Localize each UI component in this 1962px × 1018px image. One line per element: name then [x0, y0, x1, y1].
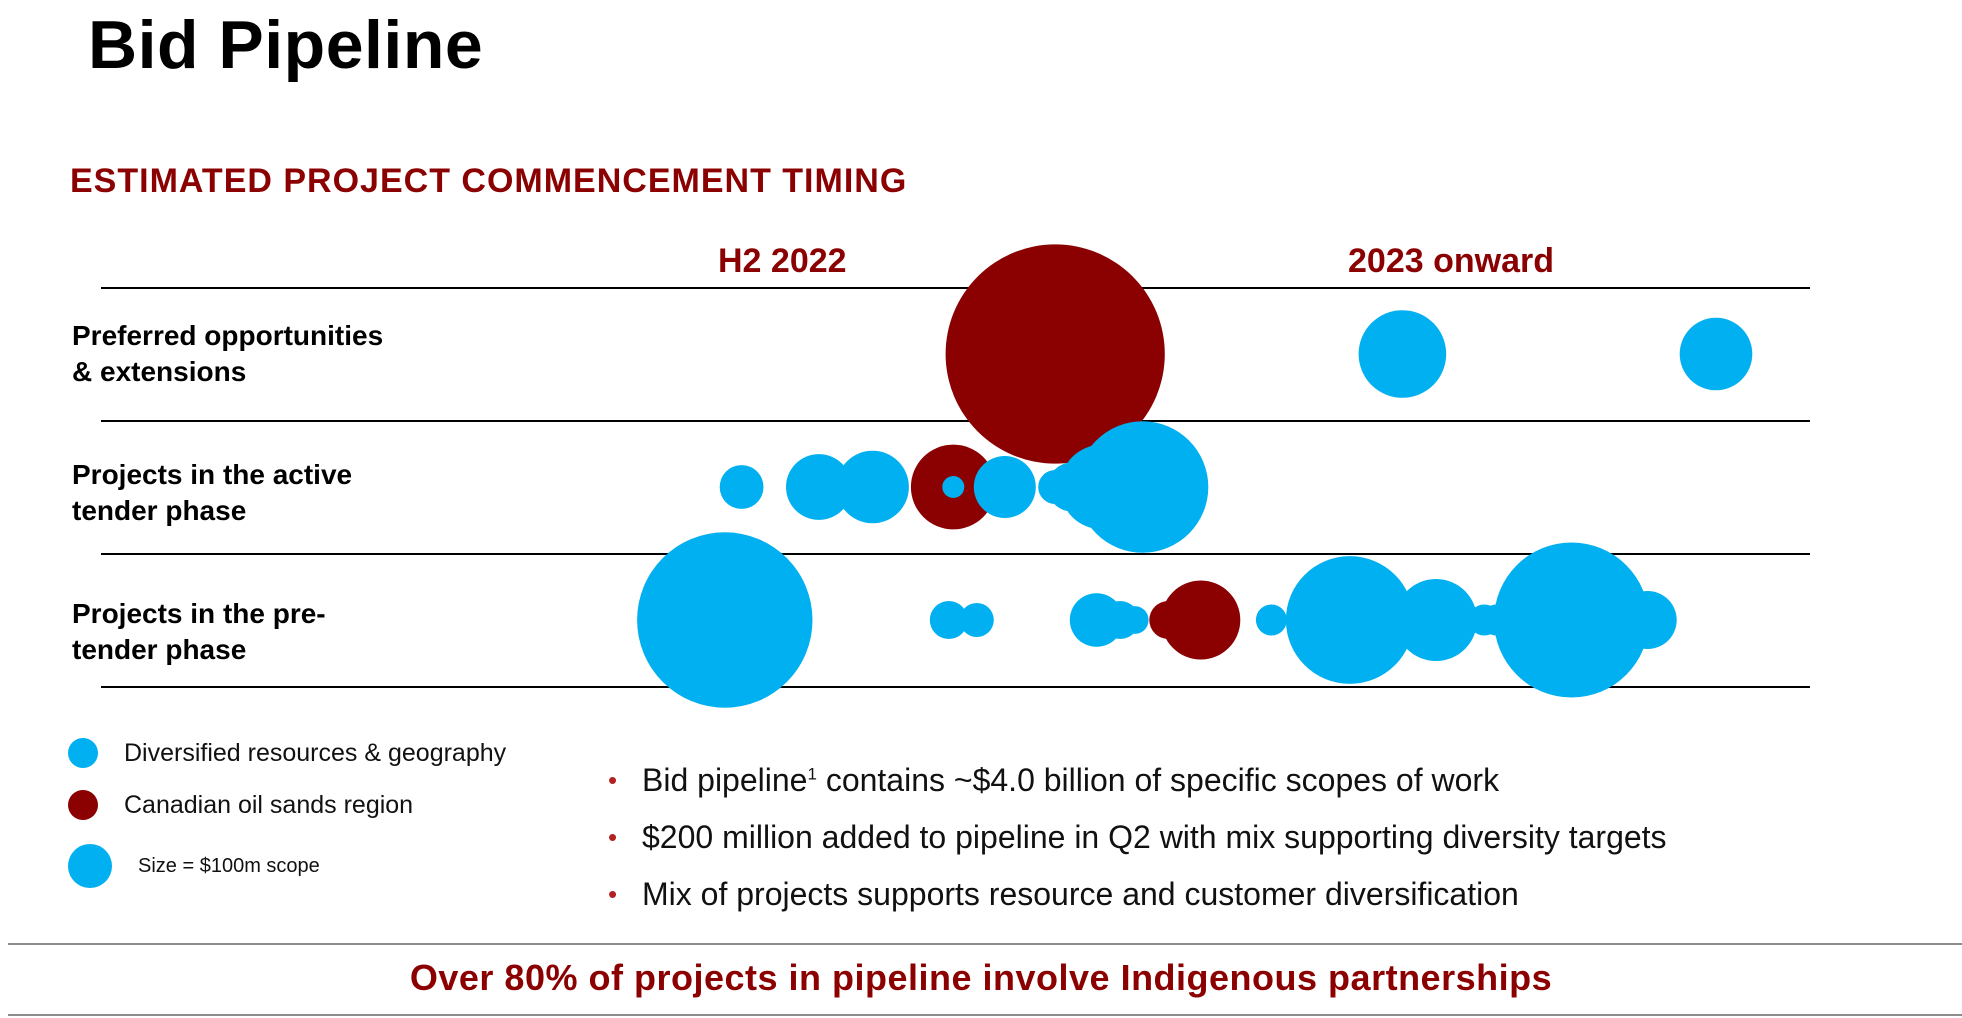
legend-diversified-dot-icon [68, 738, 98, 768]
bubble-diversified [959, 603, 994, 637]
legend-diversified-label: Diversified resources & geography [124, 738, 507, 767]
row-label-pre-tender: Projects in the pre- tender phase [72, 596, 452, 668]
row-label-line: tender phase [72, 634, 247, 665]
legend-item-oil-sands: Canadian oil sands region [68, 790, 413, 820]
bullet-item: • Bid pipeline1 contains ~$4.0 billion o… [608, 752, 1667, 809]
section-title: ESTIMATED PROJECT COMMENCEMENT TIMING [70, 162, 908, 200]
bullet-text: $200 million added to pipeline in Q2 wit… [642, 819, 1667, 855]
bubble-diversified [1285, 556, 1414, 684]
legend-size-label: Size = $100m scope [138, 854, 320, 877]
bubble-oil_sands [945, 244, 1165, 464]
bubble-diversified [637, 532, 813, 708]
bubble-diversified [1255, 604, 1287, 636]
legend-item-size: Size = $100m scope [68, 844, 320, 888]
bullet-text: Bid pipeline1 contains ~$4.0 billion of … [642, 762, 1500, 798]
row-label-line: tender phase [72, 495, 247, 526]
bubble-diversified [781, 604, 812, 636]
bubble-diversified [1618, 591, 1677, 649]
row-label-line: Projects in the pre- [72, 598, 326, 629]
bubble-diversified [836, 450, 909, 524]
row-label-active: Projects in the active tender phase [72, 457, 452, 529]
bubble-diversified [942, 476, 965, 498]
bubble-diversified [1076, 421, 1209, 553]
legend-size-reference-icon [68, 844, 112, 888]
row-label-preferred: Preferred opportunities & extensions [72, 318, 452, 390]
bubble-diversified [1679, 317, 1753, 391]
bullet-list: • Bid pipeline1 contains ~$4.0 billion o… [608, 752, 1667, 923]
bubble-diversified [1494, 542, 1649, 698]
page-title: Bid Pipeline [88, 7, 484, 83]
bubble-diversified [929, 601, 968, 639]
footer-rule-top [8, 943, 1962, 945]
legend-oil-sands-dot-icon [68, 790, 98, 820]
row-label-line: Preferred opportunities [72, 320, 384, 351]
bullet-dot-icon: • [608, 879, 618, 909]
period-label-h2-2022: H2 2022 [718, 242, 847, 280]
footer-callout: Over 80% of projects in pipeline involve… [409, 957, 1553, 998]
period-label-2023-onward: 2023 onward [1348, 242, 1554, 280]
bullet-dot-icon: • [608, 822, 618, 852]
bubble-diversified [1395, 579, 1477, 661]
bullet-item: • $200 million added to pipeline in Q2 w… [608, 809, 1667, 866]
bubble-diversified [719, 465, 764, 509]
bubble-diversified [1120, 606, 1149, 634]
legend-item-diversified: Diversified resources & geography [68, 738, 506, 768]
bubble-diversified [786, 454, 852, 520]
bullet-dot-icon: • [608, 765, 618, 795]
footer-rule-bottom [8, 1014, 1962, 1016]
bubble-oil_sands [1161, 580, 1241, 660]
bubble-diversified [1169, 470, 1204, 504]
legend-oil-sands-label: Canadian oil sands region [124, 790, 414, 819]
bubble-diversified [973, 456, 1036, 518]
bullet-item: • Mix of projects supports resource and … [608, 866, 1667, 923]
row-label-line: & extensions [72, 356, 247, 387]
row-label-line: Projects in the active [72, 459, 353, 490]
bubble-group [637, 244, 1753, 708]
bubble-diversified [1358, 310, 1447, 398]
bullet-text: Mix of projects supports resource and cu… [642, 876, 1519, 912]
